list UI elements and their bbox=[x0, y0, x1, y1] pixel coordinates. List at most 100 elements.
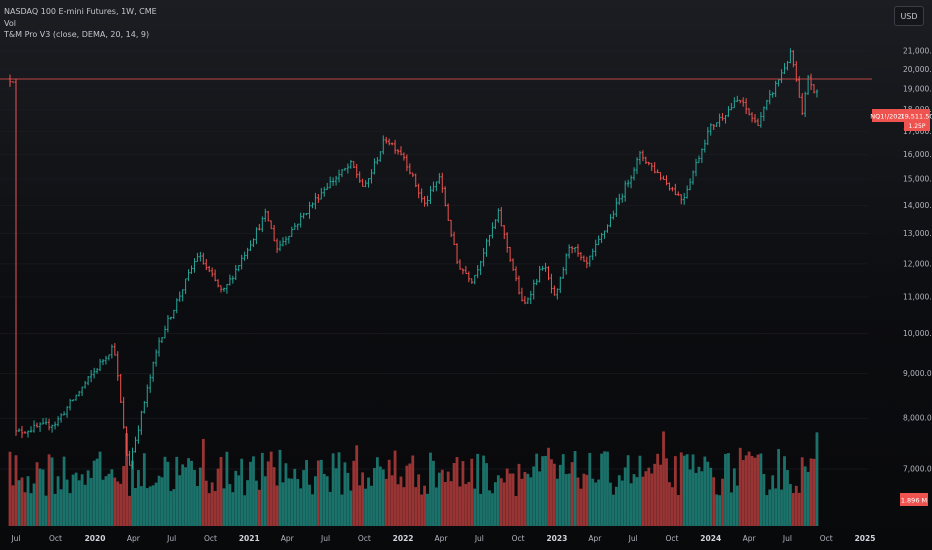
y-tick-label: 11,000.00 bbox=[903, 293, 932, 302]
volume-bar bbox=[570, 462, 574, 526]
time-axis[interactable]: Jul Oct 2020 Apr Jul Oct 2021 Apr Jul Oct 2022 Apr J… bbox=[10, 534, 875, 543]
volume-bar bbox=[437, 472, 441, 526]
ohlc-bar bbox=[685, 185, 689, 199]
ohlc-bar bbox=[231, 275, 235, 284]
volume-bar bbox=[349, 490, 353, 526]
volume-bar bbox=[163, 456, 167, 526]
ohlc-bar bbox=[379, 151, 382, 162]
tm-pro-indicator-label[interactable]: T&M Pro V3 (close, DEMA, 20, 14, 9) bbox=[4, 30, 150, 39]
volume-bar bbox=[458, 486, 462, 526]
volume-bar bbox=[467, 481, 471, 526]
ohlc-bar bbox=[258, 224, 261, 231]
volume-bar bbox=[249, 461, 252, 526]
ohlc-bar bbox=[491, 222, 494, 239]
volume-bar bbox=[505, 468, 509, 526]
volume-bar bbox=[434, 487, 438, 526]
x-tick-label: Oct bbox=[358, 534, 371, 543]
volume-bar bbox=[80, 474, 84, 526]
volume-bar bbox=[246, 480, 249, 526]
ohlc-bar bbox=[387, 138, 391, 146]
y-tick-label: 20,000.00 bbox=[903, 65, 932, 74]
volume-bar bbox=[679, 452, 683, 526]
ohlc-bar bbox=[444, 186, 447, 207]
ohlc-bar bbox=[337, 169, 341, 183]
x-tick-label: 2020 bbox=[85, 534, 106, 543]
ohlc-bar bbox=[792, 50, 795, 68]
volume-bar bbox=[762, 473, 766, 526]
ohlc-bar bbox=[591, 248, 594, 261]
ohlc-bar bbox=[662, 175, 665, 180]
ohlc-bar bbox=[650, 162, 653, 172]
volume-bar bbox=[538, 471, 542, 526]
price-tag: NQ1!/2024 19,511.50 1.25P bbox=[870, 109, 932, 131]
volume-bar bbox=[446, 471, 450, 526]
volume-bar bbox=[600, 453, 603, 526]
volume-bar bbox=[797, 492, 801, 526]
volume-bar bbox=[479, 493, 483, 526]
ohlc-bar bbox=[677, 191, 680, 196]
volume-bar bbox=[609, 482, 612, 526]
ohlc-bar bbox=[89, 370, 93, 383]
volume-bar bbox=[110, 469, 114, 526]
volume-indicator-label[interactable]: Vol bbox=[4, 18, 16, 28]
ohlc-bar bbox=[780, 69, 783, 84]
volume-bar bbox=[275, 485, 279, 526]
volume-bar bbox=[378, 466, 382, 526]
symbol-title[interactable]: NASDAQ 100 E-mini Futures, 1W, CME bbox=[4, 7, 157, 16]
volume-bar bbox=[237, 475, 241, 526]
ohlc-bar bbox=[671, 186, 674, 192]
volume-bar bbox=[243, 495, 247, 526]
volume-bar bbox=[104, 476, 108, 526]
ohlc-bar bbox=[526, 297, 530, 304]
ohlc-bar bbox=[352, 161, 355, 169]
volume-bar bbox=[219, 456, 223, 526]
volume-bar bbox=[278, 449, 282, 526]
ohlc-bar bbox=[517, 275, 521, 295]
volume-bar bbox=[17, 480, 21, 526]
volume-bar bbox=[759, 453, 763, 526]
ohlc-bar bbox=[547, 266, 550, 281]
volume-bar bbox=[169, 491, 173, 526]
volume-bar bbox=[449, 481, 453, 526]
ohlc-bar bbox=[399, 146, 403, 156]
ohlc-bar bbox=[795, 61, 798, 82]
ohlc-bar bbox=[101, 359, 105, 366]
y-tick-label: 16,000.00 bbox=[903, 150, 932, 159]
volume-bar bbox=[514, 495, 518, 526]
volume-bar bbox=[26, 476, 30, 526]
currency-button[interactable]: USD bbox=[894, 6, 924, 26]
ohlc-bar bbox=[618, 193, 621, 205]
ohlc-bar bbox=[53, 421, 57, 430]
price-tag-extra: 1.25P bbox=[909, 123, 926, 130]
ohlc-bar bbox=[41, 418, 45, 425]
ohlc-bar bbox=[606, 224, 609, 233]
ohlc-bar bbox=[210, 267, 214, 277]
volume-bar bbox=[263, 476, 267, 526]
x-tick-label: Jul bbox=[474, 534, 484, 543]
ohlc-bar bbox=[438, 173, 441, 184]
ohlc-bar bbox=[514, 266, 518, 282]
x-tick-label: Apr bbox=[743, 534, 757, 543]
ohlc-bar bbox=[715, 122, 718, 127]
volume-bar bbox=[62, 456, 66, 526]
ohlc-bar bbox=[626, 179, 630, 188]
ohlc-bar bbox=[432, 181, 435, 193]
price-axis[interactable]: 7,000.00 8,000.00 9,000.00 10,000.00 11,000.… bbox=[903, 47, 932, 474]
volume-bar bbox=[576, 477, 580, 526]
volume-bar bbox=[402, 487, 406, 526]
ohlc-bar bbox=[467, 271, 471, 283]
volume-bar bbox=[694, 472, 698, 526]
volume-bar bbox=[381, 469, 385, 526]
volume-bar bbox=[340, 494, 344, 526]
volume-bar bbox=[461, 461, 465, 526]
ohlc-bar bbox=[798, 76, 801, 98]
volume-bar bbox=[172, 489, 176, 526]
volume-bar bbox=[187, 458, 190, 526]
ohlc-bar bbox=[550, 273, 553, 294]
symbol-tag-bg bbox=[872, 109, 904, 122]
volume-histogram bbox=[8, 431, 819, 526]
price-tag-bg bbox=[904, 109, 930, 131]
ohlc-bar bbox=[29, 426, 33, 433]
volume-bar bbox=[201, 438, 205, 526]
